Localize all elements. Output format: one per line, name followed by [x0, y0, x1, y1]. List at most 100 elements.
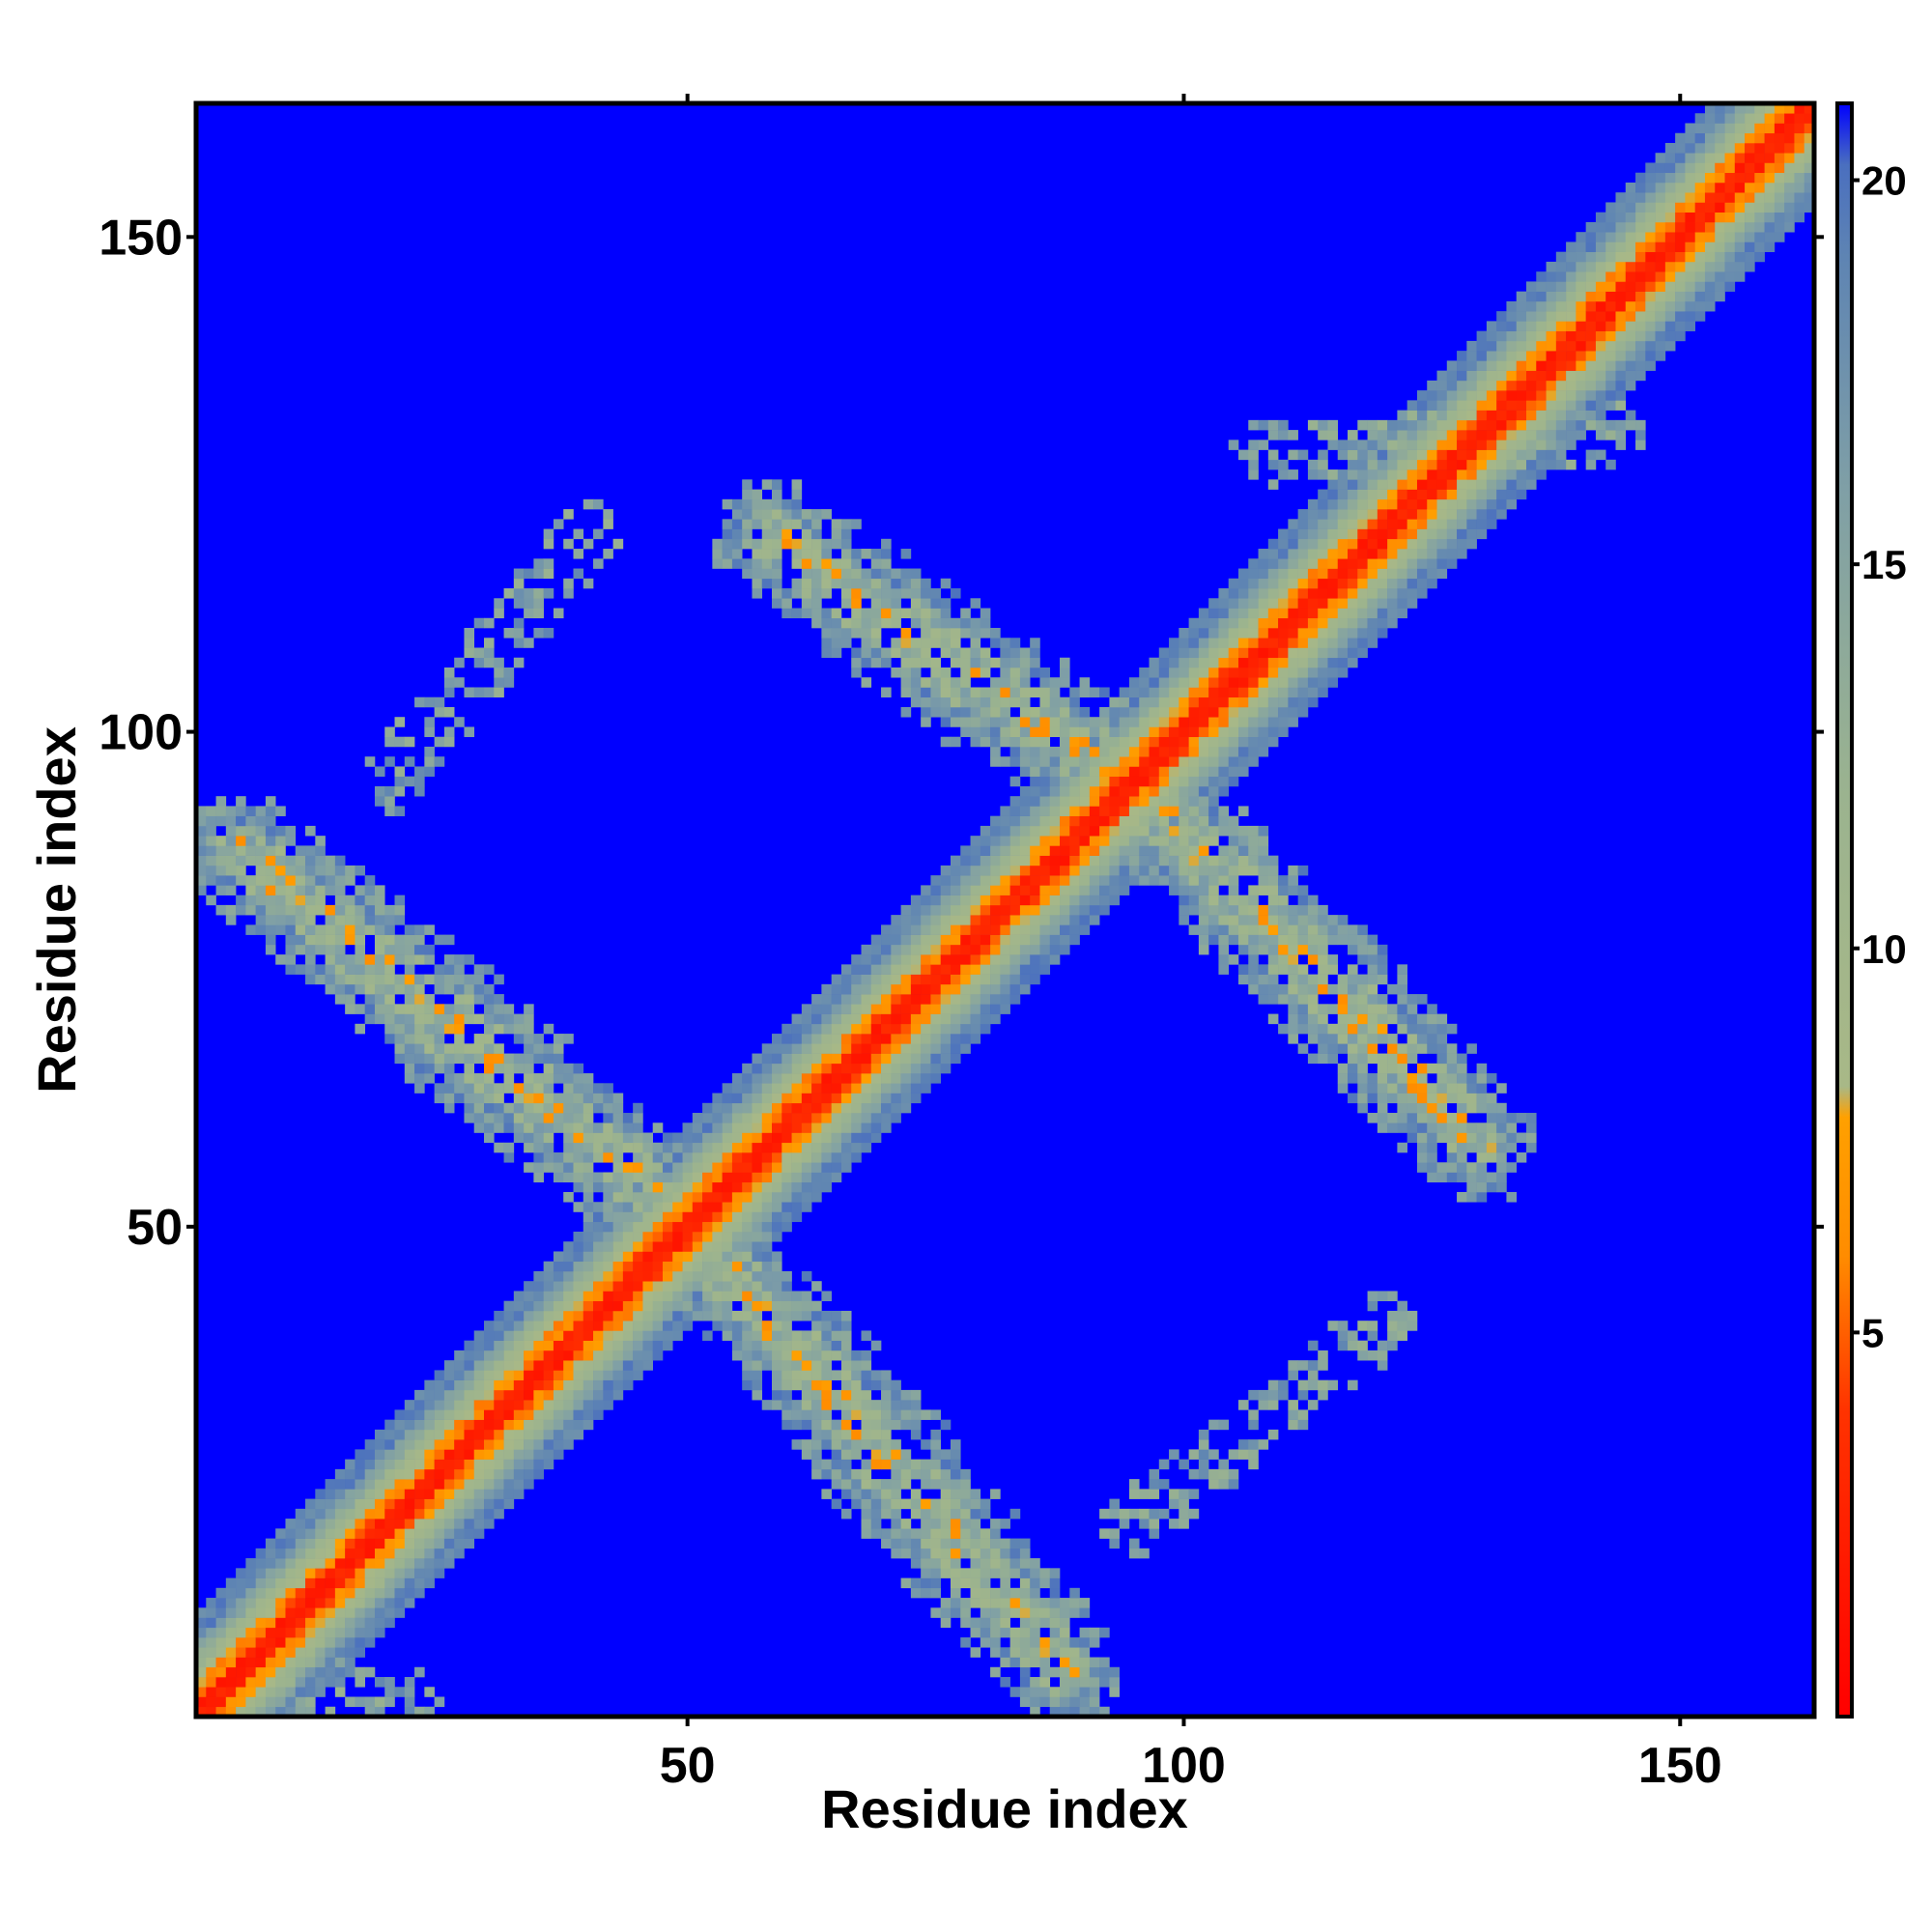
heatmap-cell	[1039, 845, 1051, 856]
heatmap-cell	[1387, 1113, 1398, 1123]
heatmap-cell	[225, 845, 237, 856]
heatmap-cell	[1476, 400, 1488, 411]
heatmap-cell	[1099, 815, 1110, 827]
heatmap-cell	[1406, 1023, 1418, 1035]
heatmap-cell	[1218, 608, 1230, 619]
heatmap-cell	[225, 1687, 237, 1697]
heatmap-cell	[980, 608, 991, 619]
heatmap-cell	[1188, 696, 1200, 708]
heatmap-cell	[642, 1211, 653, 1223]
heatmap-cell	[742, 519, 753, 529]
heatmap-cell	[781, 1370, 792, 1380]
heatmap-cell	[612, 1221, 624, 1233]
heatmap-cell	[1348, 628, 1358, 639]
heatmap-cell	[454, 1439, 465, 1450]
heatmap-cell	[334, 865, 346, 876]
heatmap-cell	[1248, 657, 1259, 668]
heatmap-cell	[1387, 1330, 1398, 1341]
heatmap-cell	[1258, 915, 1269, 925]
heatmap-cell	[1030, 904, 1040, 916]
heatmap-cell	[275, 915, 286, 925]
heatmap-cell	[364, 1558, 376, 1569]
heatmap-cell	[1218, 647, 1230, 659]
heatmap-cell	[424, 1389, 435, 1401]
heatmap-cell	[1297, 1389, 1309, 1401]
heatmap-cell	[940, 934, 952, 946]
heatmap-cell	[1188, 746, 1200, 757]
heatmap-cell	[742, 1202, 753, 1212]
heatmap-cell	[473, 1419, 485, 1431]
heatmap-cell	[443, 1053, 455, 1065]
heatmap-cell	[831, 1034, 842, 1044]
heatmap-cell	[494, 1459, 504, 1470]
heatmap-cell	[900, 1053, 912, 1065]
heatmap-cell	[533, 568, 544, 580]
heatmap-cell	[603, 1181, 613, 1193]
heatmap-cell	[1466, 509, 1477, 520]
heatmap-cell	[1149, 1468, 1160, 1480]
heatmap-cell	[851, 1360, 862, 1371]
heatmap-cell	[652, 1152, 664, 1163]
heatmap-cell	[1248, 628, 1259, 639]
heatmap-cell	[682, 1281, 694, 1292]
heatmap-cell	[1406, 469, 1418, 480]
heatmap-cell	[1119, 717, 1130, 727]
heatmap-cell	[960, 1479, 971, 1490]
heatmap-cell	[1427, 469, 1437, 480]
heatmap-cell	[196, 1657, 207, 1668]
heatmap-cell	[940, 717, 952, 727]
heatmap-cell	[1427, 1142, 1437, 1153]
heatmap-cell	[970, 904, 981, 916]
heatmap-cell	[484, 1409, 495, 1420]
heatmap-cell	[1009, 1538, 1021, 1549]
heatmap-cell	[1357, 924, 1368, 935]
heatmap-cell	[1039, 815, 1051, 827]
heatmap-cell	[196, 1627, 207, 1638]
heatmap-cell	[494, 1419, 504, 1431]
heatmap-cell	[603, 1261, 613, 1272]
heatmap-cell	[861, 1122, 872, 1133]
heatmap-cell	[1387, 1083, 1398, 1094]
heatmap-cell	[772, 1053, 782, 1065]
heatmap-cell	[1169, 785, 1179, 797]
heatmap-cell	[1348, 1043, 1358, 1054]
heatmap-cell	[394, 915, 406, 925]
heatmap-cell	[364, 875, 376, 886]
heatmap-cell	[1000, 825, 1010, 837]
heatmap-cell	[1039, 1617, 1051, 1629]
heatmap-cell	[503, 1449, 515, 1460]
heatmap-cell	[861, 1498, 872, 1510]
heatmap-cell	[582, 1073, 594, 1084]
heatmap-cell	[831, 1053, 842, 1065]
heatmap-cell	[891, 1063, 901, 1074]
heatmap-cell	[930, 1508, 942, 1520]
heatmap-cell	[513, 1013, 525, 1025]
heatmap-cell	[265, 1577, 276, 1589]
heatmap-cell	[1377, 608, 1388, 619]
heatmap-cell	[245, 1627, 256, 1638]
heatmap-cell	[772, 1102, 782, 1114]
heatmap-cell	[1377, 459, 1388, 470]
heatmap-cell	[1099, 865, 1110, 876]
heatmap-cell	[940, 1459, 952, 1470]
heatmap-cell	[811, 509, 822, 520]
heatmap-cell	[1476, 1152, 1488, 1163]
heatmap-cell	[970, 875, 981, 886]
heatmap-cell	[394, 736, 406, 748]
heatmap-cell	[970, 736, 981, 748]
heatmap-cell	[821, 638, 832, 648]
heatmap-cell	[533, 1459, 544, 1470]
heatmap-cell	[861, 1379, 872, 1391]
heatmap-cell	[761, 1340, 773, 1351]
heatmap-cell	[1248, 459, 1259, 470]
heatmap-cell	[1039, 796, 1051, 807]
heatmap-cell	[603, 1360, 613, 1371]
heatmap-cell	[553, 1113, 564, 1123]
heatmap-cell	[1060, 915, 1070, 925]
heatmap-cell	[910, 924, 922, 935]
heatmap-cell	[384, 756, 395, 767]
heatmap-cell	[473, 1449, 485, 1460]
heatmap-cell	[940, 865, 952, 876]
heatmap-cell	[434, 1528, 445, 1539]
heatmap-cell	[424, 1558, 435, 1569]
